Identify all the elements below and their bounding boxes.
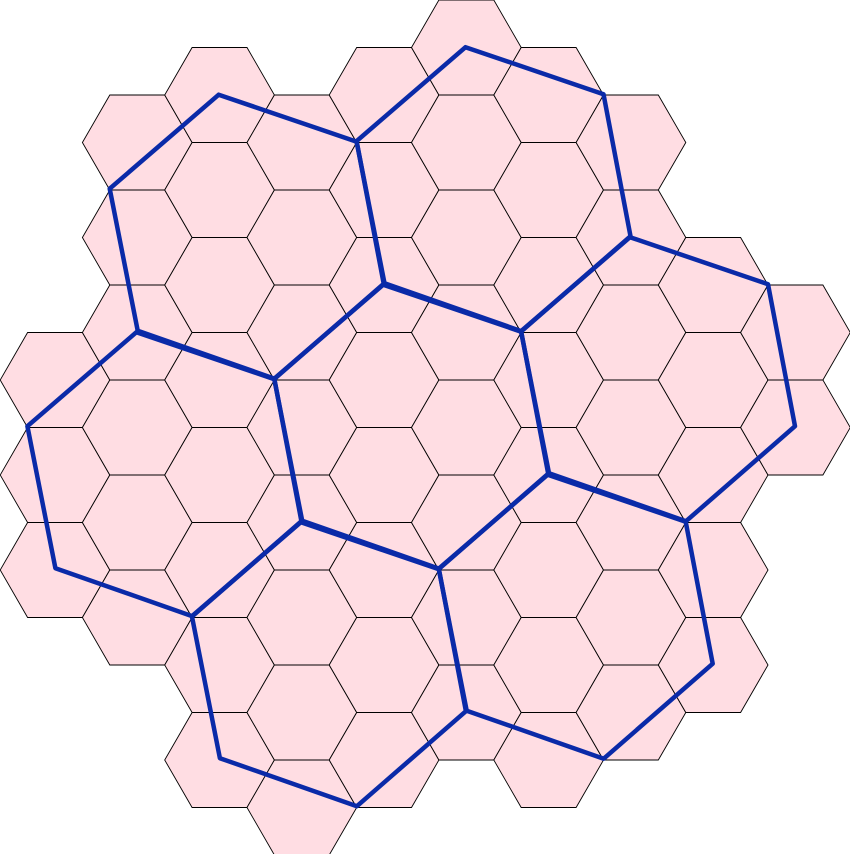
large-hex [25, 329, 304, 619]
large-hex-overlay [25, 44, 798, 809]
